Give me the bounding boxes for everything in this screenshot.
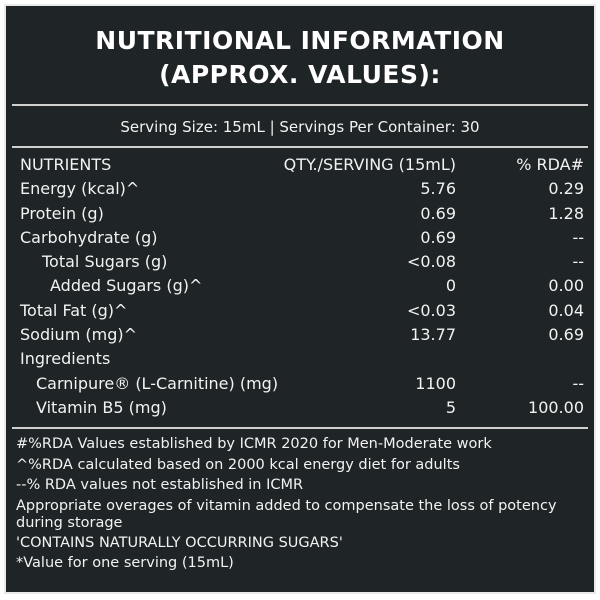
nutrient-qty: <0.03 xyxy=(406,300,456,320)
nutrient-rda: -- xyxy=(572,227,584,247)
nutrient-qty: 1100 xyxy=(415,373,456,393)
nutrient-rda: -- xyxy=(572,252,584,272)
nutrient-qty: 0.69 xyxy=(420,227,456,247)
nutrient-qty: 5.76 xyxy=(420,179,456,199)
nutrient-rda: -- xyxy=(572,373,584,393)
table-row: Total Fat (g)^ <0.03 0.04 xyxy=(14,299,584,323)
divider xyxy=(12,146,588,148)
nutrient-name: Added Sugars (g)^ xyxy=(50,276,203,296)
footnote-overages: Appropriate overages of vitamin added to… xyxy=(16,497,557,531)
nutrient-name: Ingredients xyxy=(20,349,111,369)
table-row: Total Sugars (g) <0.08 -- xyxy=(14,250,584,274)
table-row: Energy (kcal)^ 5.76 0.29 xyxy=(14,177,584,201)
nutrient-rda: 0.00 xyxy=(548,276,584,296)
table-body: Energy (kcal)^ 5.76 0.29 Protein (g) 0.69 1.2… xyxy=(14,177,584,420)
nutrient-name: Total Fat (g)^ xyxy=(20,300,128,320)
nutrient-name: Energy (kcal)^ xyxy=(20,179,140,199)
nutrient-rda: 1.28 xyxy=(548,203,584,223)
title-line-1: NUTRITIONAL INFORMATION xyxy=(95,26,505,55)
nutrient-qty: 0.69 xyxy=(420,203,456,223)
nutrition-label: NUTRITIONAL INFORMATION (APPROX. VALUES)… xyxy=(4,4,596,594)
table-row: Ingredients xyxy=(14,347,584,371)
nutrient-name: Total Sugars (g) xyxy=(42,252,168,272)
title-line-2: (APPROX. VALUES): xyxy=(159,60,441,89)
nutrient-name: Carbohydrate (g) xyxy=(20,227,158,247)
header-rda: % RDA# xyxy=(516,155,584,174)
nutrient-rda: 0.29 xyxy=(548,179,584,199)
table-row: Sodium (mg)^ 13.77 0.69 xyxy=(14,323,584,347)
nutrient-name: Vitamin B5 (mg) xyxy=(36,397,167,417)
nutrient-qty: 5 xyxy=(445,397,456,417)
table-header-row: NUTRIENTS QTY./SERVING (15mL) % RDA# xyxy=(14,153,584,177)
footnote-kcal: ^%RDA calculated based on 2000 kcal ener… xyxy=(16,456,460,473)
table-row: Protein (g) 0.69 1.28 xyxy=(14,202,584,226)
divider xyxy=(12,427,588,429)
label-title: NUTRITIONAL INFORMATION (APPROX. VALUES)… xyxy=(6,24,594,92)
nutrient-rda: 100.00 xyxy=(528,397,584,417)
footnotes: #%RDA Values established by ICMR 2020 fo… xyxy=(16,434,586,574)
table-row: Added Sugars (g)^ 0 0.00 xyxy=(14,274,584,298)
footnote-rda: #%RDA Values established by ICMR 2020 fo… xyxy=(16,436,492,452)
nutrient-rda: 0.69 xyxy=(548,325,584,345)
nutrient-name: Protein (g) xyxy=(20,203,104,223)
nutrient-qty: 0 xyxy=(445,276,456,296)
header-qty: QTY./SERVING (15mL) xyxy=(283,155,456,174)
footnote-sugars: 'CONTAINS NATURALLY OCCURRING SUGARS' xyxy=(16,534,343,551)
serving-info: Serving Size: 15mL | Servings Per Contai… xyxy=(120,118,480,136)
nutrient-rda: 0.04 xyxy=(548,300,584,320)
nutrient-name: Carnipure® (L-Carnitine) (mg) xyxy=(36,373,279,393)
nutrient-qty: 13.77 xyxy=(410,325,456,345)
footnote-not-established: --% RDA values not established in ICMR xyxy=(16,477,304,493)
table-row: Vitamin B5 (mg) 5 100.00 xyxy=(14,396,584,420)
footnote-serving: *Value for one serving (15mL) xyxy=(16,555,234,571)
table-row: Carnipure® (L-Carnitine) (mg) 1100 -- xyxy=(14,372,584,396)
table-row: Carbohydrate (g) 0.69 -- xyxy=(14,226,584,250)
nutrient-qty: <0.08 xyxy=(406,252,456,272)
header-nutrients: NUTRIENTS xyxy=(20,155,112,174)
divider xyxy=(12,104,588,106)
nutrition-table: NUTRIENTS QTY./SERVING (15mL) % RDA# Ene… xyxy=(14,153,584,420)
nutrient-name: Sodium (mg)^ xyxy=(20,325,137,345)
